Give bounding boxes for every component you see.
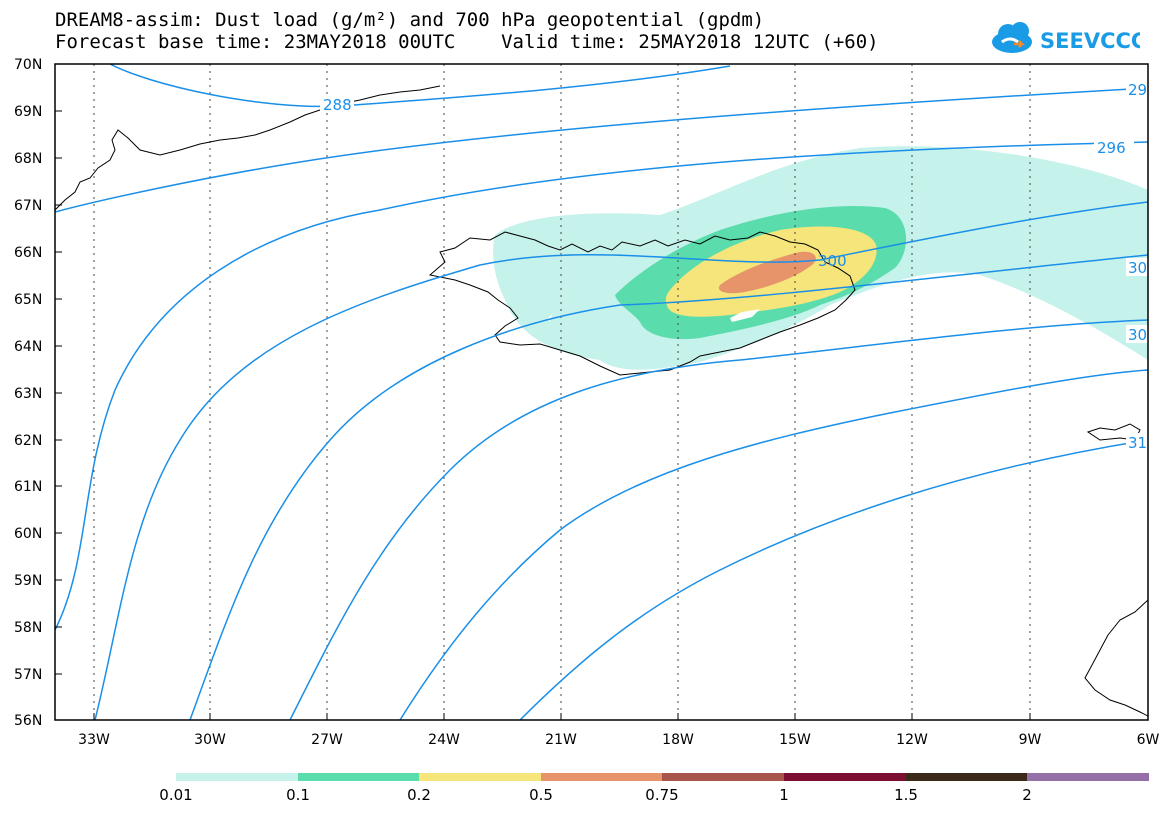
contour-label-308: 30 [1128,326,1147,344]
lon-label: 12W [896,732,928,748]
colorbar-tick-label: 0.75 [645,786,678,804]
colorbar-swatch [541,773,662,781]
contour-300 [94,201,1148,720]
colorbar-swatch [419,773,541,781]
colorbar-tick-label: 1 [779,786,789,804]
colorbar-swatch [906,773,1027,781]
lat-label: 64N [14,339,42,355]
lon-label: 18W [662,732,694,748]
lat-label: 58N [14,620,42,636]
colorbar-tick-label: 0.1 [286,786,310,804]
graticule [93,64,1031,720]
cloud-icon [992,22,1032,53]
lat-label: 69N [14,104,42,120]
lat-label: 66N [14,245,42,261]
scotland-coastline [1084,599,1148,717]
contour-labels: 288 296 300 30 30 29 31 [320,80,1148,452]
iceland-coastline [428,231,856,376]
contour-304 [189,254,1148,720]
lon-label: 9W [1019,732,1042,748]
greenland-coastline [55,85,441,211]
contour-label-296: 296 [1097,139,1126,157]
colorbar: 0.01 0.1 0.2 0.5 0.75 1 1.5 2 [159,773,1149,804]
lon-label: 33W [78,732,110,748]
faroe-coastline [1086,423,1141,441]
colorbar-tick-label: 0.01 [159,786,192,804]
colorbar-swatch [176,773,298,781]
contour-label-304: 30 [1128,259,1147,277]
contour-label-288: 288 [323,96,352,114]
colorbar-tick-label: 0.5 [529,786,553,804]
contour-316 [519,439,1148,720]
lat-label: 70N [14,57,42,73]
lat-label: 61N [14,479,42,495]
colorbar-tick-label: 2 [1022,786,1032,804]
lat-label: 65N [14,292,42,308]
lon-label: 15W [779,732,811,748]
contour-label-312: 31 [1128,434,1147,452]
forecast-time-line: Forecast base time: 23MAY2018 00UTC Vali… [55,31,879,53]
lat-label: 62N [14,433,42,449]
contour-296 [55,141,1148,631]
lon-label: 27W [311,732,343,748]
colorbar-tick-label: 0.2 [407,786,431,804]
colorbar-swatch [1027,773,1149,781]
map-frame [54,63,1149,721]
lon-label: 6W [1137,732,1160,748]
logo-text: SEEVCCC [1040,29,1140,53]
map-title: DREAM8-assim: Dust load (g/m²) and 700 h… [55,9,765,31]
latitude-axis: 70N 69N 68N 67N 66N 65N 64N 63N 62N 61N … [14,57,62,729]
lat-label: 63N [14,386,42,402]
lat-label: 56N [14,713,42,729]
contour-label-292: 29 [1128,81,1147,99]
contour-312 [399,369,1148,720]
colorbar-tick-label: 1.5 [894,786,918,804]
lat-label: 67N [14,198,42,214]
colorbar-swatch [298,773,419,781]
dust-load-shading [493,146,1148,370]
contour-label-300: 300 [818,252,847,270]
contour-288 [109,64,731,108]
longitude-axis: 33W 30W 27W 24W 21W 18W 15W 12W 9W 6W [78,713,1160,748]
contour-308 [289,319,1148,720]
contour-292 [55,87,1148,213]
lat-label: 68N [14,151,42,167]
lat-label: 60N [14,526,42,542]
colorbar-swatch [784,773,906,781]
seevccc-logo: SEEVCCC [992,22,1140,53]
lat-label: 59N [14,573,42,589]
lon-label: 30W [194,732,226,748]
geopotential-contours [55,64,1148,720]
colorbar-swatch [662,773,784,781]
lon-label: 24W [428,732,460,748]
lat-label: 57N [14,667,42,683]
lon-label: 21W [545,732,577,748]
